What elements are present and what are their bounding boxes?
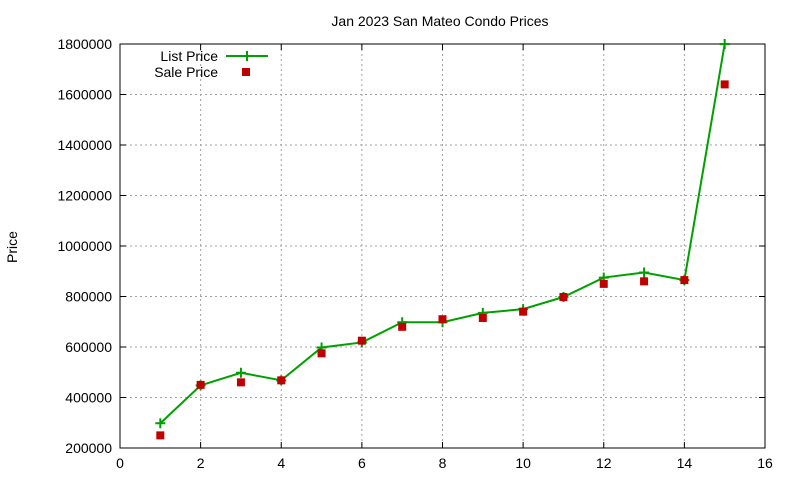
- legend-marker-sale-price: [242, 68, 250, 76]
- y-tick-label: 200000: [65, 440, 112, 456]
- sale-price-point: [720, 80, 729, 89]
- sale-price-point: [357, 336, 366, 345]
- legend-marker-list-price: [242, 51, 252, 61]
- x-tick-label: 0: [116, 455, 124, 471]
- sale-price-point: [317, 349, 326, 358]
- sale-price-point: [398, 322, 407, 331]
- sale-price-point: [236, 378, 245, 387]
- x-tick-label: 8: [439, 455, 447, 471]
- sale-price-point: [277, 376, 286, 385]
- y-tick-label: 1800000: [57, 36, 112, 52]
- x-tick-label: 16: [757, 455, 773, 471]
- series-layer: [155, 39, 730, 440]
- grid-lines: [120, 44, 765, 448]
- x-tick-label: 4: [277, 455, 285, 471]
- y-tick-label: 1600000: [57, 87, 112, 103]
- sale-price-point: [156, 431, 165, 440]
- y-tick-label: 1400000: [57, 137, 112, 153]
- y-tick-label: 400000: [65, 390, 112, 406]
- axes: 0 2 4 6 8 10 12 14 16 200000 400000 600000 800000 100…: [57, 36, 773, 471]
- list-price-point: [235, 367, 246, 378]
- x-tick-label: 10: [515, 455, 531, 471]
- sale-price-point: [559, 293, 568, 302]
- sale-price-point: [478, 313, 487, 322]
- sale-price-point: [196, 380, 205, 389]
- chart-title: Jan 2023 San Mateo Condo Prices: [331, 13, 548, 29]
- sale-price-point: [599, 279, 608, 288]
- y-tick-label: 600000: [65, 339, 112, 355]
- x-tick-label: 6: [358, 455, 366, 471]
- x-tick-label: 12: [596, 455, 612, 471]
- list-price-point: [155, 418, 166, 429]
- x-tick-label: 14: [677, 455, 693, 471]
- sale-price-point: [438, 315, 447, 324]
- y-tick-label: 1000000: [57, 238, 112, 254]
- legend-label-sale-price: Sale Price: [154, 64, 218, 80]
- sale-price-point: [680, 276, 689, 285]
- sale-price-point: [640, 277, 649, 286]
- sale-price-point: [519, 307, 528, 316]
- y-tick-label: 800000: [65, 289, 112, 305]
- y-tick-label: 1200000: [57, 188, 112, 204]
- y-axis-label: Price: [4, 231, 20, 263]
- x-tick-label: 2: [197, 455, 205, 471]
- list-price-point: [719, 39, 730, 49]
- legend-label-list-price: List Price: [160, 48, 218, 64]
- list-price-point: [639, 267, 650, 278]
